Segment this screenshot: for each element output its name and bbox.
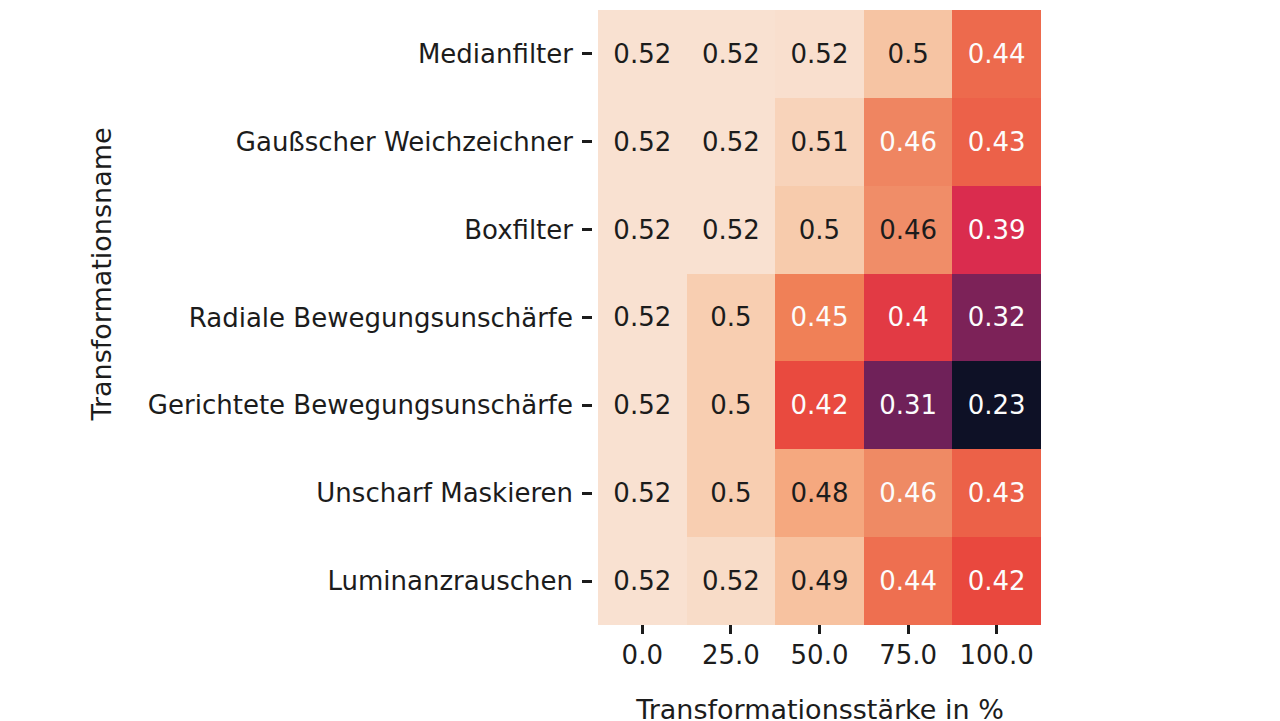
heatmap-cell: 0.48 bbox=[775, 449, 864, 537]
row-label: Gerichtete Bewegungsunschärfe bbox=[148, 390, 573, 420]
x-tick-label: 50.0 bbox=[791, 640, 849, 670]
x-tick-mark bbox=[818, 625, 821, 634]
heatmap-cell: 0.32 bbox=[952, 274, 1041, 362]
y-tick-mark bbox=[582, 492, 592, 495]
heatmap-cell: 0.52 bbox=[687, 186, 776, 274]
row-label-line: Boxfilter bbox=[0, 186, 598, 274]
heatmap-cell: 0.52 bbox=[687, 10, 776, 98]
row-label: Boxfilter bbox=[464, 215, 573, 245]
row-label-line: Gaußscher Weichzeichner bbox=[0, 98, 598, 186]
heatmap-cell: 0.43 bbox=[952, 449, 1041, 537]
x-tick-mark bbox=[907, 625, 910, 634]
row-label-line: Unscharf Maskieren bbox=[0, 449, 598, 537]
y-tick-mark bbox=[582, 316, 592, 319]
heatmap-cell: 0.31 bbox=[864, 361, 953, 449]
y-tick-mark bbox=[582, 404, 592, 407]
heatmap-cell: 0.52 bbox=[598, 186, 687, 274]
heatmap-cell: 0.23 bbox=[952, 361, 1041, 449]
heatmap-cell: 0.52 bbox=[598, 537, 687, 625]
row-label-line: Luminanzrauschen bbox=[0, 537, 598, 625]
heatmap-cell: 0.39 bbox=[952, 186, 1041, 274]
y-tick-mark bbox=[582, 52, 592, 55]
heatmap-cell: 0.52 bbox=[687, 98, 776, 186]
y-tick-mark bbox=[582, 228, 592, 231]
heatmap-cell: 0.46 bbox=[864, 98, 953, 186]
heatmap-cell: 0.52 bbox=[598, 10, 687, 98]
row-label: Unscharf Maskieren bbox=[316, 478, 573, 508]
heatmap-cell: 0.49 bbox=[775, 537, 864, 625]
row-label-line: Gerichtete Bewegungsunschärfe bbox=[0, 361, 598, 449]
heatmap-cell: 0.5 bbox=[864, 10, 953, 98]
x-tick-label: 25.0 bbox=[702, 640, 760, 670]
y-tick-mark bbox=[582, 140, 592, 143]
heatmap-cell: 0.4 bbox=[864, 274, 953, 362]
heatmap-cell: 0.5 bbox=[775, 186, 864, 274]
row-label: Medianfilter bbox=[418, 39, 573, 69]
x-axis-label: Transformationsstärke in % bbox=[636, 694, 1004, 721]
heatmap-cell: 0.52 bbox=[598, 449, 687, 537]
heatmap-cell: 0.5 bbox=[687, 274, 776, 362]
heatmap-cell: 0.45 bbox=[775, 274, 864, 362]
heatmap-cell: 0.44 bbox=[864, 537, 953, 625]
heatmap-cell: 0.5 bbox=[687, 449, 776, 537]
heatmap-cell: 0.42 bbox=[952, 537, 1041, 625]
heatmap-cell: 0.5 bbox=[687, 361, 776, 449]
row-label-line: Medianfilter bbox=[0, 10, 598, 98]
x-tick-label: 100.0 bbox=[959, 640, 1033, 670]
y-tick-mark bbox=[582, 580, 592, 583]
heatmap-cell: 0.43 bbox=[952, 98, 1041, 186]
x-tick-mark bbox=[641, 625, 644, 634]
heatmap-cell: 0.42 bbox=[775, 361, 864, 449]
x-tick-label: 0.0 bbox=[622, 640, 663, 670]
x-tick-label: 75.0 bbox=[879, 640, 937, 670]
x-tick-mark bbox=[729, 625, 732, 634]
heatmap-cell: 0.46 bbox=[864, 186, 953, 274]
heatmap-cell: 0.52 bbox=[598, 98, 687, 186]
row-label-line: Radiale Bewegungsunschärfe bbox=[0, 274, 598, 362]
heatmap-cell: 0.52 bbox=[775, 10, 864, 98]
row-label: Luminanzrauschen bbox=[328, 566, 574, 596]
y-tick-labels: Medianfilter Gaußscher Weichzeichner Boxfi… bbox=[0, 10, 598, 625]
heatmap-cell: 0.52 bbox=[598, 361, 687, 449]
heatmap-cell: 0.46 bbox=[864, 449, 953, 537]
heatmap-cell: 0.52 bbox=[687, 537, 776, 625]
heatmap-figure: Transformationsname MedianfilterGaußsche… bbox=[0, 0, 1280, 721]
heatmap-grid: 0.520.520.520.50.440.520.520.510.460.430… bbox=[598, 10, 1041, 625]
heatmap-cell: 0.44 bbox=[952, 10, 1041, 98]
row-label: Radiale Bewegungsunschärfe bbox=[189, 303, 573, 333]
x-tick-mark bbox=[995, 625, 998, 634]
heatmap-cell: 0.52 bbox=[598, 274, 687, 362]
heatmap-cell: 0.51 bbox=[775, 98, 864, 186]
row-label: Gaußscher Weichzeichner bbox=[236, 127, 573, 157]
